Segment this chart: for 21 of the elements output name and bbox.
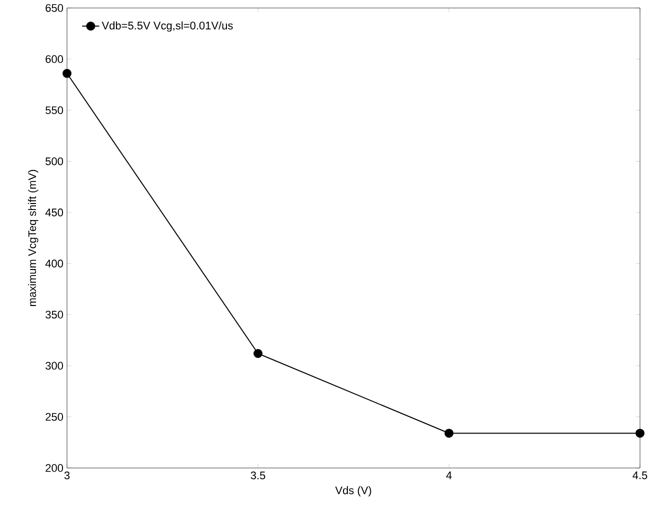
y-tick-label: 600 [46,55,64,63]
legend-label: Vdb=5.5V Vcg,sl=0.01V/us [102,21,233,32]
x-tick-label: 4.5 [632,472,648,480]
point [62,68,72,78]
y-tick-label: 650 [46,4,64,12]
x-tick-label: 4 [446,472,452,480]
y-tick-label: 500 [46,157,64,166]
y-tick-label: 550 [46,106,64,114]
point [635,428,644,438]
y-tick-label: 350 [46,310,64,319]
x-axis-title: Vds (V) [335,486,372,496]
y-tick-label: 400 [45,260,64,268]
y-axis-title: maximum VcgTeq shift (mV) [28,170,38,306]
x-tick-label: 3.5 [250,472,266,480]
y-tick-label: 200 [46,464,64,472]
y-tick-label: 250 [46,412,64,421]
x-tick-label: 3 [64,472,70,480]
point [254,349,262,358]
y-tick-label: 450 [45,208,64,216]
y-tick-label: 300 [46,362,64,370]
point [444,428,454,438]
